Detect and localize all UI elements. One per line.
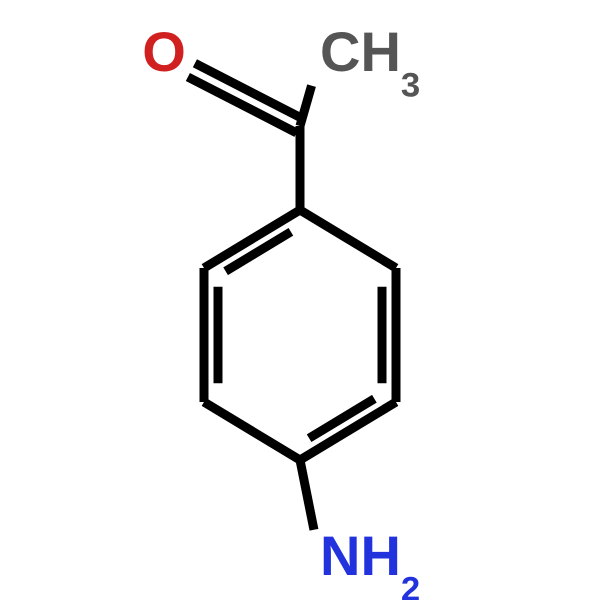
atom-label-nh2: NH2	[320, 524, 420, 600]
bond	[300, 210, 396, 268]
bond	[204, 402, 300, 460]
bond	[300, 86, 312, 126]
atom-label-o: O	[142, 20, 186, 83]
bond	[300, 460, 314, 530]
molecule-diagram: O CH3 NH2	[0, 0, 600, 600]
bonds-layer	[188, 63, 396, 530]
atom-label-ch3: CH3	[320, 20, 420, 105]
